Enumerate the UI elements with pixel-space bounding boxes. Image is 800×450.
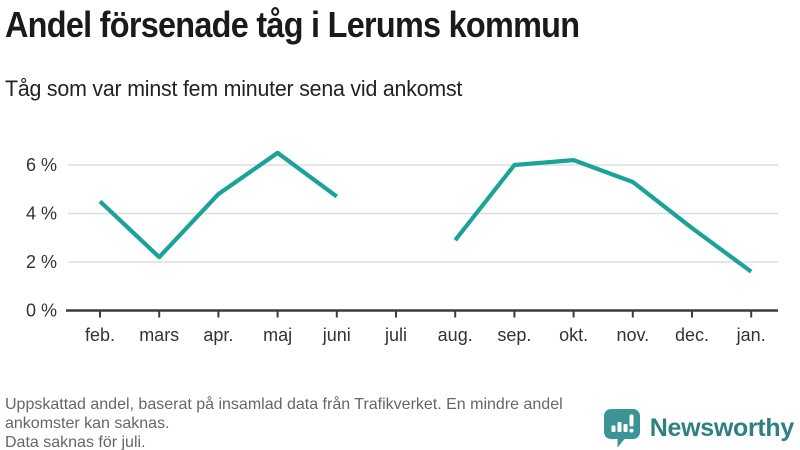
- y-axis-tick-label: 6 %: [26, 155, 57, 175]
- source-note-line: Uppskattad andel, baserat på insamlad da…: [5, 396, 563, 432]
- x-axis-month-label: feb.: [85, 325, 115, 345]
- newsworthy-logo[interactable]: Newsworthy: [603, 409, 795, 448]
- page-title: Andel försenade tåg i Lerums kommun: [5, 4, 580, 45]
- data-line-segment: [98, 150, 339, 260]
- data-line-segment: [453, 158, 753, 274]
- x-axis-month-label: maj: [263, 325, 292, 345]
- x-axis-month-label: sep.: [497, 325, 531, 345]
- missing-data-note: Data saknas för juli.: [5, 434, 146, 450]
- page-subtitle: Tåg som var minst fem minuter sena vid a…: [5, 76, 463, 101]
- source-note: Uppskattad andel, baserat på insamlad da…: [5, 395, 623, 450]
- x-axis-month-label: mars: [139, 325, 179, 345]
- y-axis-tick-label: 0 %: [26, 301, 57, 321]
- delayed-trains-line-chart: 0 % 2 % 4 % 6 % feb. mars apr. maj juni juli aug. s…: [26, 150, 778, 345]
- newsworthy-logo-text: Newsworthy: [649, 414, 795, 442]
- x-axis-month-label: jan.: [736, 325, 766, 345]
- x-axis-month-label: okt.: [559, 325, 588, 345]
- y-axis-tick-label: 4 %: [26, 204, 57, 224]
- x-axis-month-label: nov.: [616, 325, 649, 345]
- x-axis-month-label: apr.: [203, 325, 233, 345]
- y-axis-tick-label: 2 %: [26, 252, 57, 272]
- newsworthy-speech-bubble-chart-icon: [603, 409, 640, 448]
- x-axis-month-label: juni: [322, 325, 351, 345]
- x-axis-month-label: aug.: [438, 325, 473, 345]
- x-axis-month-label: dec.: [675, 325, 709, 345]
- x-axis-month-label: juli: [384, 325, 407, 345]
